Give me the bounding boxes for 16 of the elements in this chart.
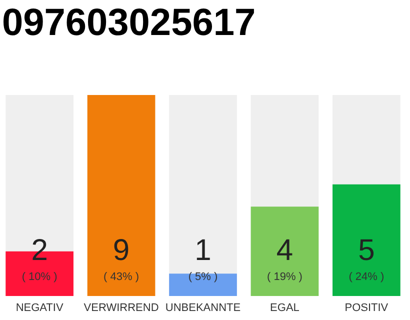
x-tick-label: NEGATIV xyxy=(16,302,64,314)
data-label: 9 xyxy=(112,234,130,267)
bar xyxy=(169,274,237,296)
x-tick-label: POSITIV xyxy=(344,302,389,314)
annotation: ( 19% ) xyxy=(266,271,302,283)
data-label: 1 xyxy=(194,234,212,267)
data-label: 4 xyxy=(276,234,294,267)
annotation: ( 43% ) xyxy=(104,271,140,283)
x-tick-label: VERWIRREND xyxy=(84,302,159,314)
annotation: ( 24% ) xyxy=(348,271,384,283)
x-tick-label: EGAL xyxy=(270,302,300,314)
chart-title: 097603025617 xyxy=(2,2,256,44)
data-label: 5 xyxy=(358,234,375,267)
x-tick-label: UNBEKANNTE xyxy=(165,302,241,314)
annotation: ( 10% ) xyxy=(22,271,58,283)
annotation: ( 5% ) xyxy=(188,271,218,283)
